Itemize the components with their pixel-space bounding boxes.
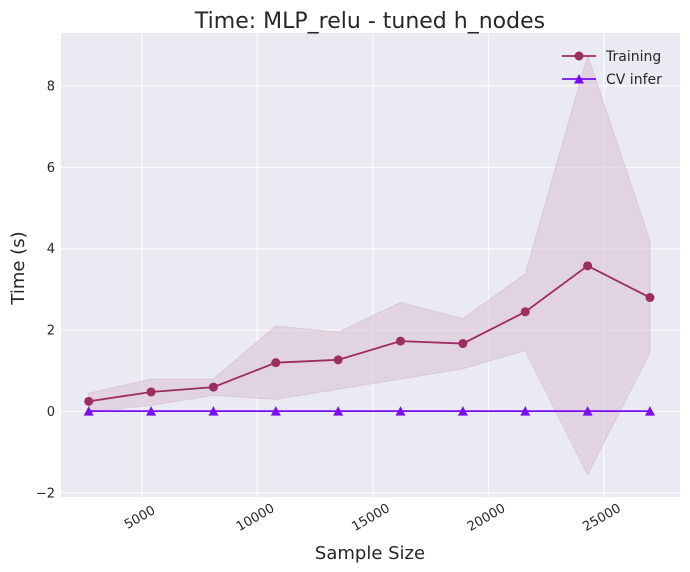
point-training — [208, 382, 218, 392]
point-cv-infer — [208, 406, 219, 416]
y-tick-label: 6 — [47, 161, 55, 176]
y-tick-label: 0 — [47, 405, 55, 420]
legend-item-training: Training — [562, 49, 661, 65]
point-cv-infer — [333, 406, 344, 416]
y-tick-label: 4 — [47, 242, 55, 257]
y-tick-label: 8 — [47, 79, 55, 94]
x-axis-label: Sample Size — [315, 543, 425, 564]
point-training — [583, 261, 593, 271]
point-training — [84, 396, 94, 406]
x-tick-label: 20000 — [465, 501, 508, 535]
y-axis-label: Time (s) — [8, 231, 29, 305]
series-line-training — [88, 264, 651, 403]
point-training — [333, 355, 343, 365]
point-cv-infer — [395, 406, 406, 416]
point-training — [396, 336, 406, 346]
legend: Training CV infer — [562, 49, 662, 88]
x-tick-label: 10000 — [234, 501, 277, 535]
point-training — [146, 387, 156, 397]
point-cv-infer — [270, 406, 281, 416]
point-training — [645, 293, 655, 303]
legend-label-training: Training — [605, 49, 661, 65]
line-layer — [83, 261, 655, 416]
point-cv-infer — [644, 406, 655, 416]
y-tick-label: 2 — [47, 324, 55, 339]
band-training — [88, 53, 651, 476]
legend-marker-cv-infer — [574, 74, 584, 84]
chart-title: Time: MLP_relu - tuned h_nodes — [194, 9, 545, 34]
legend-marker-training — [574, 51, 584, 61]
point-training — [458, 339, 468, 349]
x-tick-label: 15000 — [349, 501, 392, 535]
point-training — [271, 358, 281, 368]
point-cv-infer — [146, 406, 157, 416]
point-cv-infer — [520, 406, 531, 416]
y-tick-label: −2 — [36, 486, 55, 501]
legend-label-cv-infer: CV infer — [606, 72, 662, 88]
point-cv-infer — [457, 406, 468, 416]
point-training — [520, 307, 530, 317]
x-tick-label: 25000 — [580, 501, 623, 535]
x-tick-label: 5000 — [122, 503, 158, 533]
legend-item-cv-infer: CV infer — [562, 72, 662, 88]
point-cv-infer — [83, 406, 94, 416]
point-cv-infer — [582, 406, 593, 416]
